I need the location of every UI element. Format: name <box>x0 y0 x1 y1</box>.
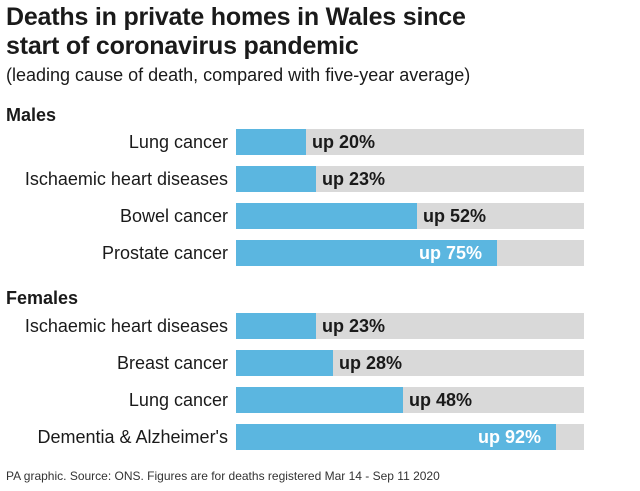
category-label: Ischaemic heart diseases <box>24 316 228 336</box>
bar <box>236 350 333 376</box>
chart-title-line-1: Deaths in private homes in Wales since <box>6 3 466 31</box>
bar-value-label: up 75% <box>419 243 483 263</box>
group-heading-males: Males <box>6 105 57 125</box>
source-note: PA graphic. Source: ONS. Figures are for… <box>6 469 440 483</box>
group-heading-females: Females <box>6 288 79 308</box>
bar-value-label: up 23% <box>322 169 386 189</box>
bar-track: up 20% <box>236 129 584 155</box>
bar-track: up 23% <box>236 313 584 339</box>
bar-value-label: up 52% <box>423 206 487 226</box>
bar-row: Lung cancer up 48% <box>0 387 640 413</box>
bar <box>236 203 417 229</box>
bar-track: up 48% <box>236 387 584 413</box>
chart-title: Deaths in private homes in Wales since s… <box>6 3 636 61</box>
bar-value-label: up 28% <box>339 353 403 373</box>
bar-value-label: up 92% <box>478 427 542 447</box>
chart-title-line-2: start of coronavirus pandemic <box>6 32 359 60</box>
bar <box>236 387 403 413</box>
bar-row: Lung cancer up 20% <box>0 129 640 155</box>
bar-track: up 92% <box>236 424 584 450</box>
bar-row: Ischaemic heart diseases up 23% <box>0 166 640 192</box>
bar <box>236 166 316 192</box>
bar <box>236 240 497 266</box>
bar-value-label: up 20% <box>312 132 376 152</box>
category-label: Breast cancer <box>116 353 228 373</box>
bar-row: Bowel cancer up 52% <box>0 203 640 229</box>
bar <box>236 129 306 155</box>
bar-value-label: up 23% <box>322 316 386 336</box>
bar-track: up 23% <box>236 166 584 192</box>
bar <box>236 313 316 339</box>
bar-value-label: up 48% <box>409 390 473 410</box>
bar <box>236 424 556 450</box>
bar-track: up 28% <box>236 350 584 376</box>
category-label: Lung cancer <box>128 390 228 410</box>
bar-row: Prostate cancer up 75% <box>0 240 640 266</box>
category-label: Lung cancer <box>128 132 228 152</box>
bar-track: up 52% <box>236 203 584 229</box>
bar-track: up 75% <box>236 240 584 266</box>
category-label: Bowel cancer <box>119 206 228 226</box>
bar-row: Ischaemic heart diseases up 23% <box>0 313 640 339</box>
category-label: Dementia & Alzheimer's <box>37 427 228 447</box>
bar-row: Breast cancer up 28% <box>0 350 640 376</box>
category-label: Ischaemic heart diseases <box>24 169 228 189</box>
category-label: Prostate cancer <box>101 243 228 263</box>
chart-subtitle: (leading cause of death, compared with f… <box>6 65 471 85</box>
bar-row: Dementia & Alzheimer's up 92% <box>0 424 640 450</box>
